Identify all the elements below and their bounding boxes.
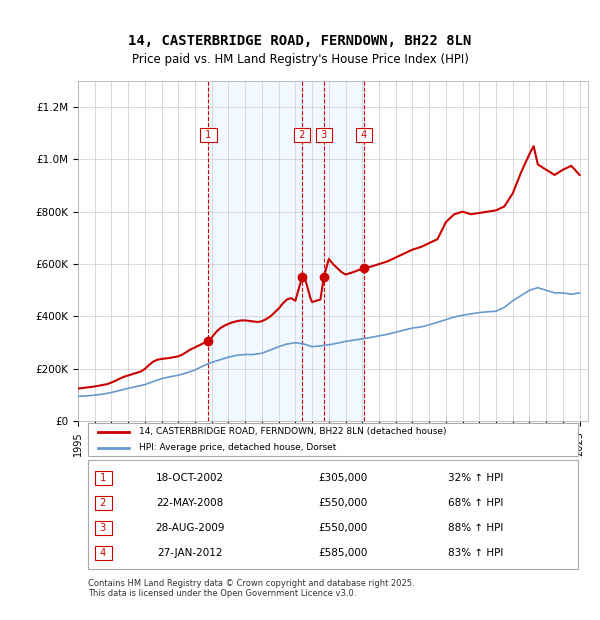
Text: 88% ↑ HPI: 88% ↑ HPI [448, 523, 503, 533]
Text: 27-JAN-2012: 27-JAN-2012 [157, 548, 223, 558]
Text: 68% ↑ HPI: 68% ↑ HPI [448, 498, 503, 508]
FancyBboxPatch shape [88, 423, 578, 456]
Text: 4: 4 [97, 548, 110, 558]
Bar [302, 81, 364, 422]
Text: 2: 2 [296, 130, 308, 140]
FancyBboxPatch shape [88, 460, 578, 569]
Text: 1: 1 [202, 130, 215, 140]
Text: HPI: Average price, detached house, Dorset: HPI: Average price, detached house, Dors… [139, 443, 337, 452]
Text: 83% ↑ HPI: 83% ↑ HPI [448, 548, 503, 558]
Text: 32% ↑ HPI: 32% ↑ HPI [448, 473, 503, 483]
Text: 22-MAY-2008: 22-MAY-2008 [157, 498, 224, 508]
Text: 1: 1 [97, 473, 110, 483]
Text: £305,000: £305,000 [319, 473, 368, 483]
Text: 14, CASTERBRIDGE ROAD, FERNDOWN, BH22 8LN (detached house): 14, CASTERBRIDGE ROAD, FERNDOWN, BH22 8L… [139, 427, 446, 436]
Text: £550,000: £550,000 [319, 523, 368, 533]
Text: 14, CASTERBRIDGE ROAD, FERNDOWN, BH22 8LN: 14, CASTERBRIDGE ROAD, FERNDOWN, BH22 8L… [128, 34, 472, 48]
Bar [208, 81, 302, 422]
Text: 28-AUG-2009: 28-AUG-2009 [155, 523, 225, 533]
Text: 3: 3 [317, 130, 330, 140]
Text: £550,000: £550,000 [319, 498, 368, 508]
Text: Contains HM Land Registry data © Crown copyright and database right 2025.
This d: Contains HM Land Registry data © Crown c… [88, 578, 415, 598]
Text: 3: 3 [97, 523, 110, 533]
Text: 4: 4 [358, 130, 370, 140]
Text: £585,000: £585,000 [319, 548, 368, 558]
Text: 18-OCT-2002: 18-OCT-2002 [156, 473, 224, 483]
Text: Price paid vs. HM Land Registry's House Price Index (HPI): Price paid vs. HM Land Registry's House … [131, 53, 469, 66]
Text: 2: 2 [97, 498, 110, 508]
